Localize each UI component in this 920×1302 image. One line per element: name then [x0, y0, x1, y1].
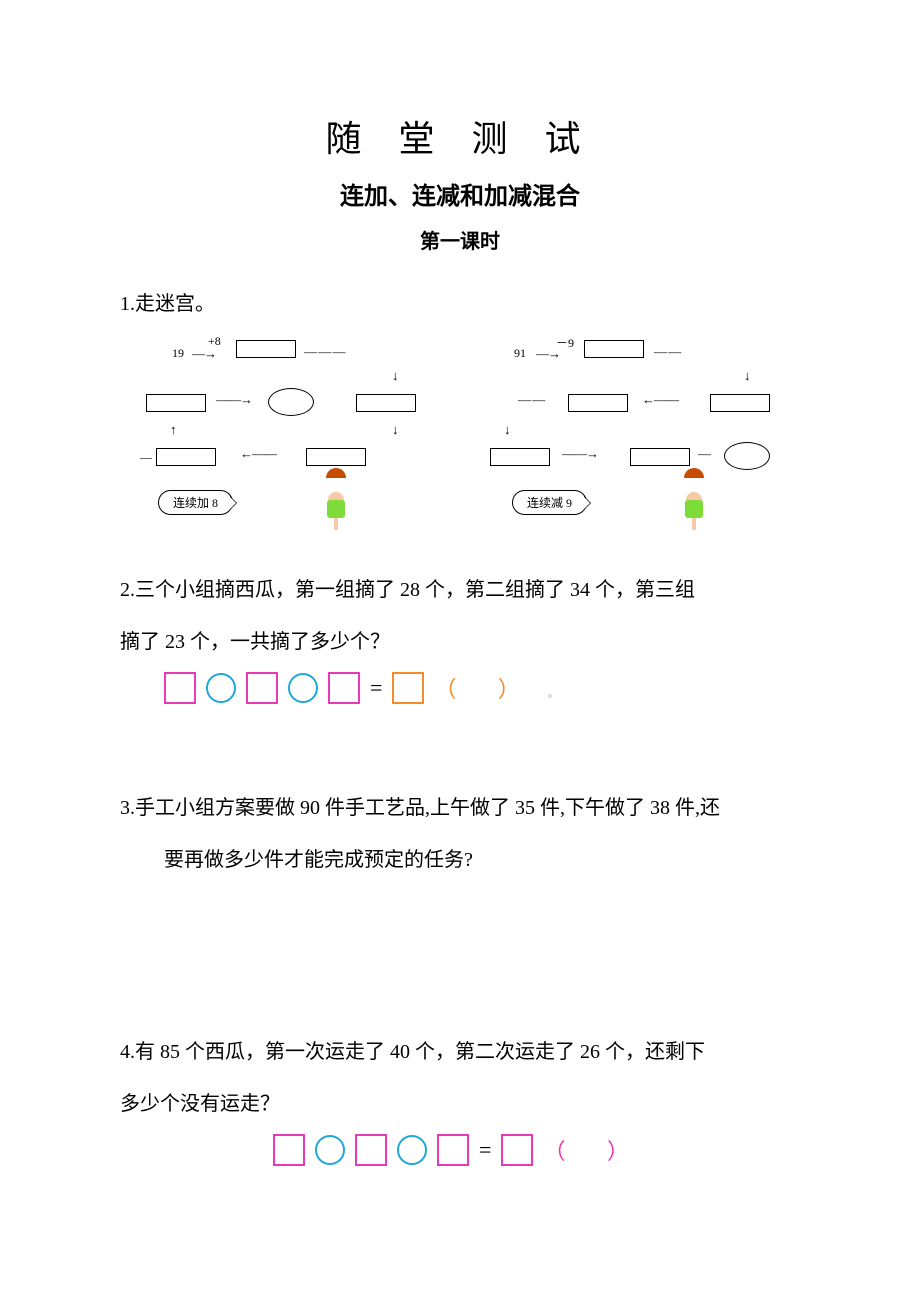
answer-box[interactable] [584, 340, 644, 358]
operator-circle[interactable] [397, 1135, 427, 1165]
answer-square[interactable] [328, 672, 360, 704]
arrow-down-icon: ↓ [392, 368, 399, 384]
question-1: 1.走迷宫。 [120, 282, 800, 326]
answer-oval[interactable] [268, 388, 314, 416]
answer-box[interactable] [356, 394, 416, 412]
maze-right-start: 91 [514, 346, 526, 361]
arrow-right-icon: —→ [536, 346, 560, 362]
dash-icon: — — — [304, 344, 345, 360]
operator-circle[interactable] [288, 673, 318, 703]
bubble-text: 连续加 8 [173, 496, 218, 510]
q1-label: 1.走迷宫。 [120, 293, 215, 315]
dash-icon: — [698, 446, 710, 462]
question-3-line2: 要再做多少件才能完成预定的任务? [120, 838, 800, 882]
equals-sign: = [370, 675, 382, 701]
arrow-down-icon: ↓ [744, 368, 751, 384]
q4-equation: = （ ） [120, 1134, 800, 1166]
answer-box[interactable] [710, 394, 770, 412]
question-2-line1: 2.三个小组摘西瓜，第一组摘了 28 个，第二组摘了 34 个，第三组 [120, 568, 800, 612]
answer-square[interactable] [273, 1134, 305, 1166]
question-4-line1: 4.有 85 个西瓜，第一次运走了 40 个，第二次运走了 26 个，还剩下 [120, 1030, 800, 1074]
arrow-down-icon: ↓ [504, 422, 511, 438]
answer-box[interactable] [568, 394, 628, 412]
operator-circle[interactable] [206, 673, 236, 703]
arrow-right-icon: ——→ [562, 446, 598, 462]
dash-icon: — [140, 450, 152, 465]
lesson-label: 第一课时 [120, 225, 800, 254]
bubble-text: 连续减 9 [527, 496, 572, 510]
result-square[interactable] [501, 1134, 533, 1166]
kid-icon [312, 486, 360, 534]
dash-icon: — — [654, 344, 680, 360]
answer-box[interactable] [490, 448, 550, 466]
answer-square[interactable] [246, 672, 278, 704]
maze-left-bubble: 连续加 8 [158, 490, 233, 515]
unit-paren[interactable]: （ ） [434, 672, 538, 704]
operator-circle[interactable] [315, 1135, 345, 1165]
answer-square[interactable] [164, 672, 196, 704]
arrow-left-icon: ←—— [642, 392, 678, 408]
arrow-down-icon: ↓ [392, 422, 399, 438]
maze-container: 19 +8 —→ — — — ↓ ——→ ↑ ↓ — ←—— 连续加 8 [140, 334, 800, 544]
arrow-up-icon: ↑ [170, 422, 177, 438]
arrow-left-icon: ←—— [240, 446, 276, 462]
answer-square[interactable] [437, 1134, 469, 1166]
answer-box[interactable] [146, 394, 206, 412]
maze-left-start: 19 [172, 346, 184, 361]
maze-right-bubble: 连续减 9 [512, 490, 587, 515]
dash-icon: — — [518, 392, 544, 408]
arrow-right-icon: —→ [192, 346, 216, 362]
maze-right: 91 －9 —→ — — ↓ — — ←—— ↓ ——→ — 连续减 9 [490, 334, 790, 544]
answer-box[interactable] [236, 340, 296, 358]
answer-square[interactable] [355, 1134, 387, 1166]
answer-oval[interactable] [724, 442, 770, 470]
result-square[interactable] [392, 672, 424, 704]
answer-box[interactable] [306, 448, 366, 466]
page-subtitle: 连加、连减和加减混合 [120, 176, 800, 211]
answer-box[interactable] [630, 448, 690, 466]
worksheet-page: 随 堂 测 试 连加、连减和加减混合 第一课时 1.走迷宫。 19 +8 —→ … [0, 0, 920, 1238]
answer-box[interactable] [156, 448, 216, 466]
dash-arrow-icon: ——→ [216, 392, 252, 408]
question-2-line2: 摘了 23 个，一共摘了多少个？ [120, 620, 800, 664]
q2-equation: = （ ） 。 [164, 672, 800, 704]
period-icon: 。 [548, 685, 558, 700]
question-4-line2: 多少个没有运走？ [120, 1082, 800, 1126]
equals-sign: = [479, 1137, 491, 1163]
page-title: 随 堂 测 试 [120, 110, 800, 162]
kid-icon [670, 486, 718, 534]
question-3-line1: 3.手工小组方案要做 90 件手工艺品,上午做了 35 件,下午做了 38 件,… [120, 786, 800, 830]
maze-left: 19 +8 —→ — — — ↓ ——→ ↑ ↓ — ←—— 连续加 8 [140, 334, 440, 544]
unit-paren[interactable]: （ ） [543, 1134, 647, 1166]
